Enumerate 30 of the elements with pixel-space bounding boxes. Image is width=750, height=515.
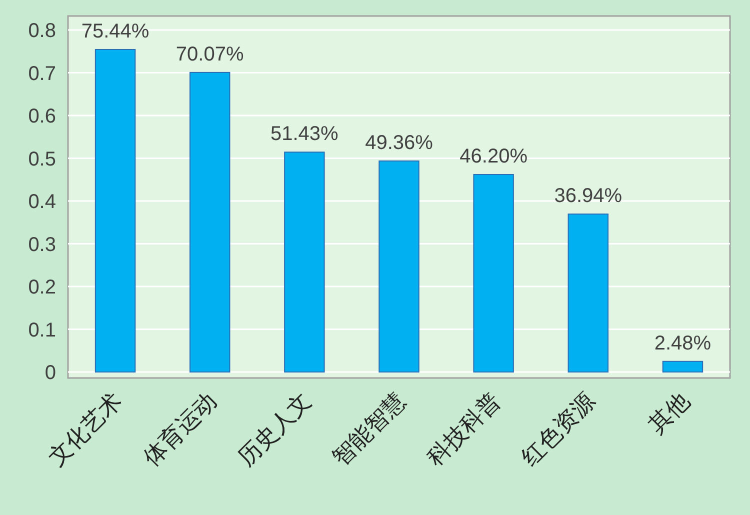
x-tick-label: 红色资源 [516,387,600,471]
bar [189,72,230,372]
y-tick-label: 0.1 [28,319,56,342]
data-label: 51.43% [270,123,339,146]
data-label: 70.07% [176,43,244,66]
data-label: 36.94% [554,185,622,208]
x-tick-label: 其他 [643,387,694,438]
data-label: 2.48% [654,332,712,354]
y-tick-label: 0 [44,362,56,384]
bar [284,152,325,372]
x-tick-label: 体育运动 [138,387,222,471]
x-tick-label: 科技科普 [422,387,506,471]
y-tick-label: 0.8 [28,20,56,42]
bar [568,214,609,372]
y-tick-label: 0.3 [28,234,56,256]
data-label: 46.20% [460,145,528,168]
bar [473,174,514,372]
x-tick-label: 智能智慧 [327,387,411,471]
y-tick-label: 0.4 [28,191,56,213]
y-tick-label: 0.2 [28,276,56,298]
x-tick-label: 文化艺术 [43,387,127,471]
y-tick-label: 0.6 [28,106,56,128]
x-tick-label: 历史人文 [232,387,316,471]
bar [662,360,704,372]
bar [378,160,420,372]
y-tick-label: 0.7 [28,62,56,85]
y-tick-label: 0.5 [28,148,56,170]
data-label: 49.36% [365,132,434,154]
bar [94,48,136,372]
data-label: 75.44% [81,20,150,42]
